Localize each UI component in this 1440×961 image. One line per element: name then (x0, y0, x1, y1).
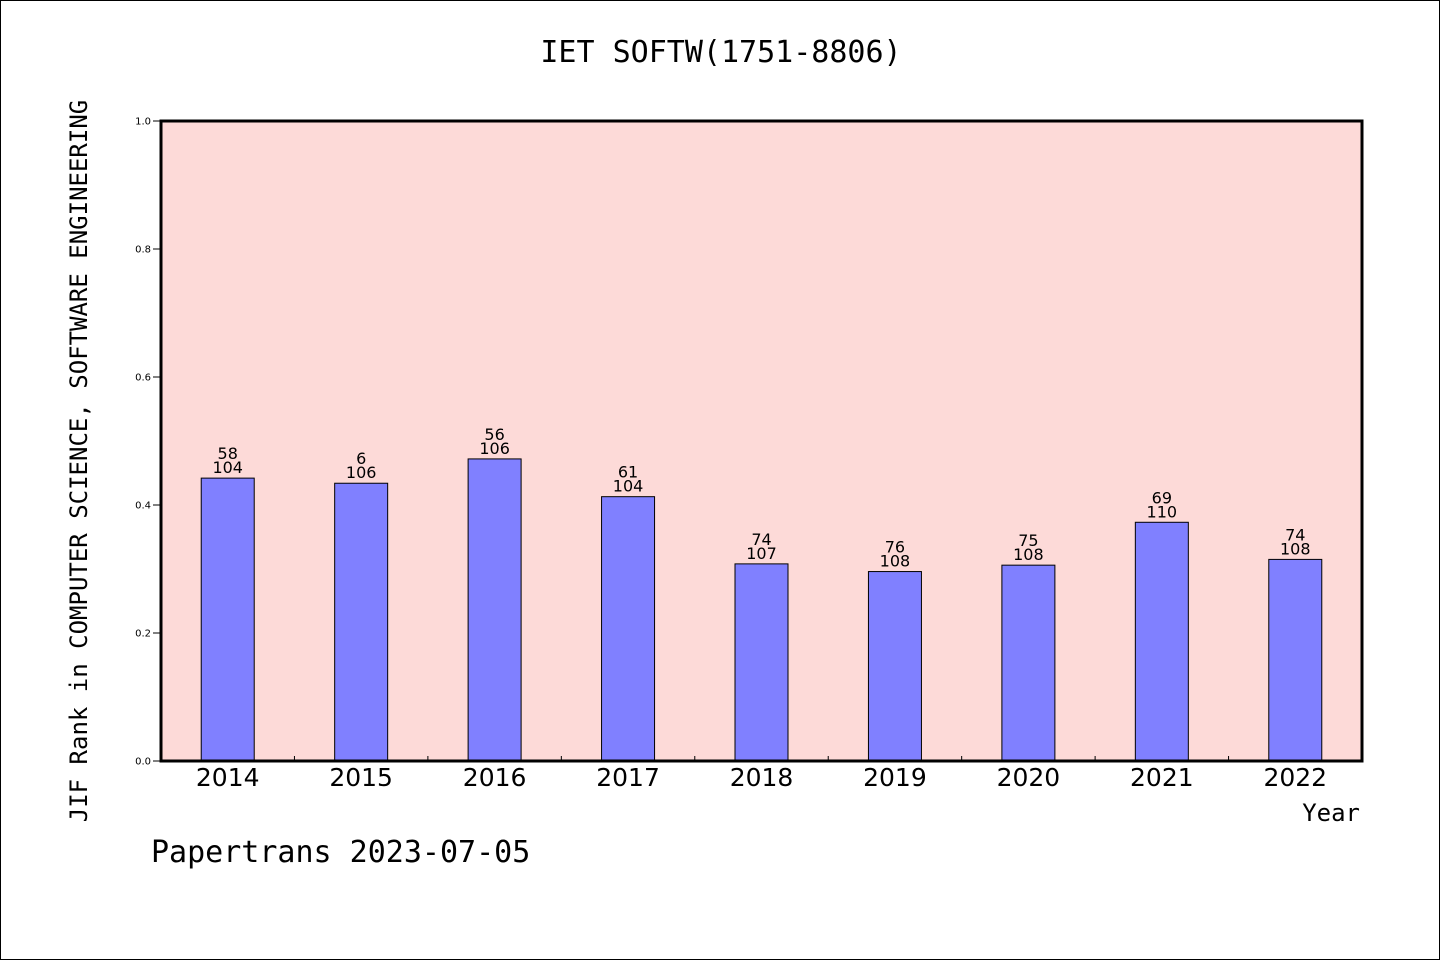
bar-2021 (1134, 521, 1189, 762)
bar-2020 (1001, 564, 1056, 762)
footer-text: Papertrans 2023-07-05 (151, 835, 531, 870)
x-tick-label: 2014 (196, 763, 260, 792)
bar-2016 (467, 458, 522, 762)
bar-rank-label: 69 (1152, 488, 1172, 507)
bar-rank-label: 56 (484, 425, 504, 444)
bar-2019 (867, 571, 922, 762)
y-tick-label: 0.6 (135, 373, 151, 384)
bar-total-label: 104 (613, 477, 644, 496)
bar-total-label: 108 (1013, 545, 1044, 564)
plot-frame (159, 119, 1364, 763)
y-tick-label: 0.0 (135, 757, 151, 768)
bar-total-label: 107 (746, 544, 777, 563)
x-tick-label: 2020 (997, 763, 1061, 792)
x-tick-label: 2022 (1263, 763, 1327, 792)
bar-total-label: 108 (1280, 539, 1311, 558)
bar-total-label: 110 (1147, 502, 1178, 521)
x-tick-label: 2016 (463, 763, 527, 792)
bar-rank-label: 6 (356, 449, 366, 468)
bar-2014 (200, 477, 255, 762)
bar-rank-label: 58 (218, 444, 238, 463)
bar-2017 (601, 496, 656, 762)
bar-total-label: 108 (880, 552, 911, 571)
x-tick-label: 2015 (329, 763, 393, 792)
bar-2022 (1268, 558, 1323, 762)
bar-2015 (334, 482, 389, 762)
bar-total-label: 106 (346, 463, 377, 482)
x-tick-label: 2018 (730, 763, 794, 792)
chart-title: IET SOFTW(1751-8806) (540, 35, 902, 70)
x-tick-label: 2019 (863, 763, 927, 792)
x-axis-label: Year (1302, 799, 1360, 827)
bar-rank-label: 61 (618, 463, 638, 482)
x-tick-label: 2021 (1130, 763, 1194, 792)
y-tick-label: 0.4 (135, 501, 151, 512)
bar-total-label: 106 (479, 439, 510, 458)
bar-rank-label: 74 (1285, 525, 1305, 544)
x-tick-label: 2017 (596, 763, 660, 792)
bar-total-label: 104 (212, 458, 243, 477)
y-tick-label: 1.0 (135, 117, 151, 128)
y-tick-label: 0.8 (135, 245, 151, 256)
bar-rank-label: 74 (751, 530, 771, 549)
bar-2018 (734, 563, 789, 762)
bar-rank-label: 76 (885, 538, 905, 557)
y-tick-label: 0.2 (135, 629, 151, 640)
bar-rank-label: 75 (1018, 531, 1038, 550)
